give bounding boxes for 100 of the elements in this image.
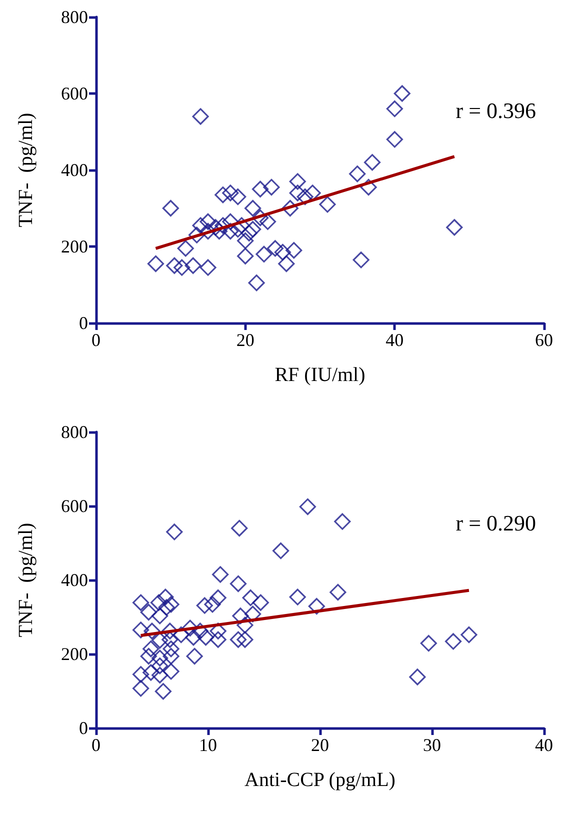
point: [174, 259, 190, 276]
point: [185, 629, 202, 646]
x-tick-label: 60: [535, 330, 553, 350]
point: [166, 524, 183, 540]
y-tick-label: 400: [61, 570, 88, 590]
x-tick-label: 40: [386, 330, 404, 350]
point: [230, 631, 247, 648]
point: [364, 154, 381, 171]
point: [182, 620, 198, 636]
point: [420, 634, 437, 652]
y-tick-label: 0: [79, 718, 88, 738]
point: [386, 100, 403, 118]
point: [152, 650, 168, 666]
point: [210, 631, 226, 648]
point: [197, 629, 214, 646]
point: [259, 213, 276, 230]
point: [210, 622, 226, 640]
point: [263, 178, 280, 196]
point: [252, 180, 269, 198]
point: [186, 648, 203, 665]
point: [132, 594, 150, 611]
point: [299, 498, 316, 516]
x-axis-title: RF (IU/ml): [274, 364, 366, 386]
point: [177, 240, 194, 257]
point: [289, 173, 306, 190]
point: [188, 226, 206, 244]
point: [140, 648, 157, 665]
point: [244, 220, 262, 238]
point: [409, 668, 426, 686]
x-tick-label: 0: [92, 330, 100, 350]
point: [132, 622, 150, 638]
point: [286, 242, 302, 259]
y-tick-label: 800: [61, 7, 88, 27]
point: [232, 608, 249, 624]
point: [240, 224, 258, 242]
point: [237, 248, 254, 264]
point: [162, 622, 178, 640]
point: [152, 658, 168, 674]
point: [304, 184, 321, 202]
point: [252, 594, 269, 611]
point: [278, 255, 295, 272]
point: [230, 575, 247, 592]
point: [142, 640, 160, 658]
point: [360, 178, 377, 196]
annotation: r = 0.290: [456, 510, 536, 536]
point: [210, 222, 228, 240]
point: [147, 255, 164, 272]
point: [200, 222, 216, 240]
x-tick-label: 30: [423, 735, 441, 755]
point: [237, 232, 254, 250]
point: [233, 217, 250, 234]
point: [289, 588, 306, 606]
point: [231, 520, 248, 536]
y-tick-label: 600: [61, 496, 88, 516]
point: [152, 608, 168, 624]
point: [296, 188, 314, 206]
point: [230, 188, 246, 206]
x-tick-label: 10: [199, 735, 217, 755]
point: [222, 184, 239, 202]
x-tick-label: 20: [236, 330, 254, 350]
point: [142, 664, 160, 681]
point: [319, 196, 336, 213]
point: [154, 683, 172, 700]
x-tick-label: 40: [535, 735, 553, 755]
point: [192, 622, 208, 640]
point: [150, 594, 168, 611]
point: [157, 588, 174, 606]
point: [144, 622, 160, 640]
point: [349, 166, 366, 182]
point: [162, 631, 178, 648]
point: [244, 200, 262, 217]
point: [352, 252, 370, 268]
point: [140, 604, 157, 620]
point: [256, 246, 272, 262]
point: [252, 210, 269, 226]
point: [274, 244, 291, 261]
point: [386, 131, 403, 148]
point: [132, 666, 150, 683]
y-tick-label: 200: [61, 644, 88, 664]
point: [236, 631, 254, 648]
y-tick-label: 0: [79, 313, 88, 333]
point: [192, 217, 209, 234]
point: [196, 597, 213, 614]
point: [162, 200, 179, 217]
point: [214, 186, 232, 204]
point: [200, 213, 216, 230]
point: [282, 200, 298, 217]
point: [152, 632, 168, 649]
y-tick-label: 200: [61, 236, 88, 256]
point: [248, 274, 265, 292]
y-tick-label: 600: [61, 84, 88, 104]
y-tick-label: 400: [61, 160, 88, 180]
point: [266, 240, 284, 257]
x-tick-label: 20: [311, 735, 329, 755]
annotation: r = 0.396: [456, 98, 536, 124]
point: [446, 219, 463, 236]
point: [172, 626, 190, 644]
point: [214, 217, 232, 234]
point: [204, 596, 221, 613]
point: [162, 648, 180, 665]
